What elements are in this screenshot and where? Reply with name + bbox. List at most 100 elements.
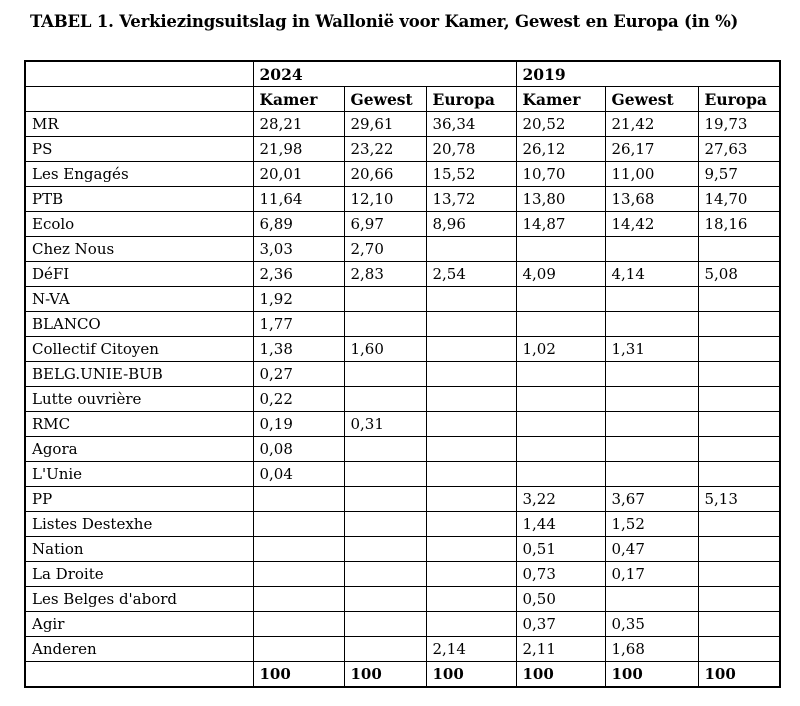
value-cell: 12,10 xyxy=(343,186,427,212)
value-cell xyxy=(515,411,606,437)
total-row-label xyxy=(24,661,254,688)
page-title: TABEL 1. Verkiezingsuitslag in Wallonië … xyxy=(30,12,739,31)
party-name-cell: Anderen xyxy=(24,636,254,662)
value-cell xyxy=(343,486,427,512)
table-row: Les Belges d'abord 0,50 xyxy=(24,586,781,612)
value-cell: 1,38 xyxy=(252,336,345,362)
value-cell xyxy=(252,636,345,662)
value-cell: 100 xyxy=(343,661,427,688)
col-header-kamer-2024: Kamer xyxy=(252,86,345,112)
value-cell: 5,08 xyxy=(697,261,781,287)
party-name-cell: Agir xyxy=(24,611,254,637)
value-cell: 0,31 xyxy=(343,411,427,437)
party-name-cell: Nation xyxy=(24,536,254,562)
value-cell xyxy=(515,236,606,262)
value-cell xyxy=(425,386,517,412)
table-row: MR 28,21 29,61 36,34 20,52 21,42 19,73 xyxy=(24,111,781,137)
value-cell: 0,19 xyxy=(252,411,345,437)
value-cell xyxy=(697,436,781,462)
value-cell: 3,22 xyxy=(515,486,606,512)
value-cell xyxy=(697,336,781,362)
table-row: Chez Nous 3,03 2,70 xyxy=(24,236,781,262)
value-cell xyxy=(343,511,427,537)
value-cell xyxy=(697,536,781,562)
value-cell xyxy=(425,586,517,612)
value-cell xyxy=(425,536,517,562)
value-cell: 2,54 xyxy=(425,261,517,287)
table-row: La Droite 0,73 0,17 xyxy=(24,561,781,587)
value-cell: 0,04 xyxy=(252,461,345,487)
value-cell: 100 xyxy=(604,661,699,688)
value-cell xyxy=(343,586,427,612)
value-cell xyxy=(697,586,781,612)
table-row: PS 21,98 23,22 20,78 26,12 26,17 27,63 xyxy=(24,136,781,162)
table-row: Collectif Citoyen 1,38 1,60 1,02 1,31 xyxy=(24,336,781,362)
value-cell: 2,11 xyxy=(515,636,606,662)
table-row: Anderen 2,14 2,11 1,68 xyxy=(24,636,781,662)
value-cell: 1,44 xyxy=(515,511,606,537)
value-cell xyxy=(425,411,517,437)
table-row: Agora 0,08 xyxy=(24,436,781,462)
value-cell: 13,72 xyxy=(425,186,517,212)
value-cell xyxy=(343,386,427,412)
value-cell: 1,31 xyxy=(604,336,699,362)
value-cell xyxy=(425,336,517,362)
value-cell xyxy=(515,386,606,412)
value-cell xyxy=(252,536,345,562)
value-cell: 1,60 xyxy=(343,336,427,362)
corner-cell-empty xyxy=(24,86,254,112)
table-row: Lutte ouvrière 0,22 xyxy=(24,386,781,412)
value-cell xyxy=(604,286,699,312)
value-cell xyxy=(697,461,781,487)
value-cell: 2,70 xyxy=(343,236,427,262)
table-row: N-VA 1,92 xyxy=(24,286,781,312)
value-cell: 3,67 xyxy=(604,486,699,512)
value-cell xyxy=(697,286,781,312)
value-cell: 11,64 xyxy=(252,186,345,212)
table-row: DéFI 2,36 2,83 2,54 4,09 4,14 5,08 xyxy=(24,261,781,287)
value-cell: 26,17 xyxy=(604,136,699,162)
value-cell: 13,80 xyxy=(515,186,606,212)
year-group-2019: 2019 xyxy=(515,60,781,87)
value-cell: 20,66 xyxy=(343,161,427,187)
value-cell xyxy=(425,461,517,487)
value-cell: 19,73 xyxy=(697,111,781,137)
party-name-cell: N-VA xyxy=(24,286,254,312)
value-cell xyxy=(343,461,427,487)
value-cell: 100 xyxy=(425,661,517,688)
value-cell: 2,36 xyxy=(252,261,345,287)
party-name-cell: Ecolo xyxy=(24,211,254,237)
value-cell xyxy=(425,486,517,512)
value-cell xyxy=(604,461,699,487)
party-name-cell: Les Belges d'abord xyxy=(24,586,254,612)
value-cell: 100 xyxy=(252,661,345,688)
party-name-cell: L'Unie xyxy=(24,461,254,487)
value-cell: 1,92 xyxy=(252,286,345,312)
value-cell xyxy=(425,286,517,312)
value-cell: 100 xyxy=(697,661,781,688)
table-row: PTB 11,64 12,10 13,72 13,80 13,68 14,70 xyxy=(24,186,781,212)
party-name-cell: BLANCO xyxy=(24,311,254,337)
value-cell: 14,87 xyxy=(515,211,606,237)
table-row: PP 3,22 3,67 5,13 xyxy=(24,486,781,512)
value-cell xyxy=(425,561,517,587)
value-cell xyxy=(515,461,606,487)
results-table-container: 2024 2019 Kamer Gewest Europa Kamer Gewe… xyxy=(24,60,781,688)
value-cell: 0,51 xyxy=(515,536,606,562)
value-cell: 6,97 xyxy=(343,211,427,237)
value-cell xyxy=(604,386,699,412)
value-cell: 0,50 xyxy=(515,586,606,612)
value-cell: 0,47 xyxy=(604,536,699,562)
value-cell: 4,09 xyxy=(515,261,606,287)
value-cell: 36,34 xyxy=(425,111,517,137)
party-name-cell: PP xyxy=(24,486,254,512)
table-row: Listes Destexhe 1,44 1,52 xyxy=(24,511,781,537)
party-name-cell: MR xyxy=(24,111,254,137)
value-cell xyxy=(425,511,517,537)
value-cell xyxy=(343,436,427,462)
total-row: 100 100 100 100 100 100 xyxy=(24,661,781,688)
value-cell xyxy=(604,361,699,387)
value-cell xyxy=(697,361,781,387)
value-cell: 23,22 xyxy=(343,136,427,162)
value-cell: 2,14 xyxy=(425,636,517,662)
